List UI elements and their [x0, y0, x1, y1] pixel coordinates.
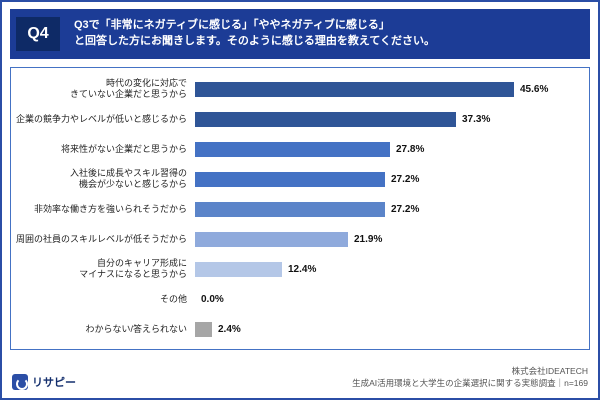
bar-value: 27.2% — [391, 203, 420, 215]
bar-area: 21.9% — [195, 224, 585, 254]
survey-title: 生成AI活用環境と大学生の企業選択に関する実態調査｜n=169 — [352, 378, 588, 389]
bar-value: 2.4% — [218, 323, 241, 335]
bar-row: 企業の競争力やレベルが低いと感じるから 37.3% — [13, 104, 585, 134]
bar-row: 将来性がない企業だと思うから 27.8% — [13, 134, 585, 164]
question-title-line2: と回答した方にお聞きします。そのように感じる理由を教えてください。 — [74, 35, 436, 47]
bar-label: 周囲の社員のスキルレベルが低そうだから — [15, 233, 187, 244]
bar-row: わからない/答えられない 2.4% — [13, 314, 585, 344]
bar-area: 27.8% — [195, 134, 585, 164]
question-badge: Q4 — [16, 17, 60, 51]
bar-row: その他 0.0% — [13, 284, 585, 314]
bar-area: 37.3% — [195, 104, 585, 134]
bar-area: 12.4% — [195, 254, 585, 284]
bar — [195, 321, 212, 337]
bar-label: 将来性がない企業だと思うから — [60, 143, 187, 154]
bar-area: 45.6% — [195, 74, 585, 104]
bar-label: 時代の変化に対応で きていない企業だと思うから — [69, 78, 187, 99]
bar-row: 周囲の社員のスキルレベルが低そうだから 21.9% — [13, 224, 585, 254]
bar-label: 自分のキャリア形成に マイナスになると思うから — [79, 258, 187, 279]
bar-value: 0.0% — [201, 293, 224, 305]
bar-value: 27.8% — [396, 143, 425, 155]
question-header: Q4 Q3で「非常にネガティブに感じる」「ややネガティブに感じる」 と回答した方… — [10, 9, 590, 59]
survey-credits: 株式会社IDEATECH 生成AI活用環境と大学生の企業選択に関する実態調査｜n… — [352, 365, 588, 391]
bar-value: 21.9% — [354, 233, 383, 245]
question-title: Q3で「非常にネガティブに感じる」「ややネガティブに感じる」 と回答した方にお聞… — [60, 18, 435, 50]
bar-row: 自分のキャリア形成に マイナスになると思うから 12.4% — [13, 254, 585, 284]
bar-chart: 時代の変化に対応で きていない企業だと思うから 45.6% 企業の競争力やレベルが低… — [10, 67, 590, 350]
risapee-logo-icon — [12, 374, 28, 390]
bar-area: 27.2% — [195, 164, 585, 194]
bar — [195, 111, 456, 127]
bar-value: 45.6% — [520, 83, 549, 95]
bar-row: 時代の変化に対応で きていない企業だと思うから 45.6% — [13, 74, 585, 104]
risapee-logo: リサピー — [12, 374, 76, 390]
bar-value: 12.4% — [288, 263, 317, 275]
bar — [195, 261, 282, 277]
bar-value: 37.3% — [462, 113, 491, 125]
bar-area: 0.0% — [195, 284, 585, 314]
bar — [195, 141, 390, 157]
bar-label: 入社後に成長やスキル習得の 機会が少ないと感じるから — [69, 168, 187, 189]
bar-area: 2.4% — [195, 314, 585, 344]
bar-label: 非効率な働き方を強いられそうだから — [33, 203, 187, 214]
bar-label: わからない/答えられない — [85, 323, 187, 334]
bar-label: その他 — [159, 293, 187, 304]
question-title-line1: Q3で「非常にネガティブに感じる」「ややネガティブに感じる」 — [74, 19, 390, 32]
bar-row: 非効率な働き方を強いられそうだから 27.2% — [13, 194, 585, 224]
bar-rows: 時代の変化に対応で きていない企業だと思うから 45.6% 企業の競争力やレベルが低… — [13, 74, 585, 344]
risapee-logo-text: リサピー — [32, 377, 76, 389]
bar-value: 27.2% — [391, 173, 420, 185]
bar-area: 27.2% — [195, 194, 585, 224]
bar-label: 企業の競争力やレベルが低いと感じるから — [15, 113, 187, 124]
bar — [195, 81, 514, 97]
company-name: 株式会社IDEATECH — [511, 365, 588, 376]
bar — [195, 201, 385, 217]
bar — [195, 231, 348, 247]
bar — [195, 171, 385, 187]
footer: リサピー 株式会社IDEATECH 生成AI活用環境と大学生の企業選択に関する実… — [12, 365, 588, 391]
bar-row: 入社後に成長やスキル習得の 機会が少ないと感じるから 27.2% — [13, 164, 585, 194]
